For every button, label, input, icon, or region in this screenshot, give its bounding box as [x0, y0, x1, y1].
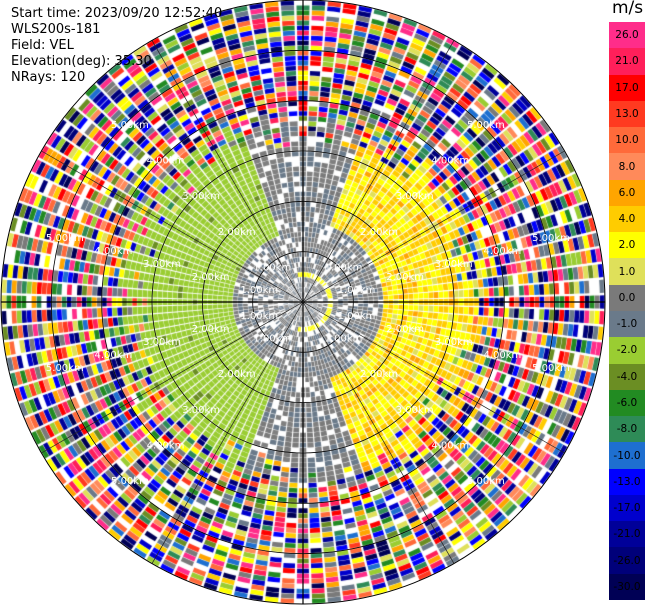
colorbar-segment [609, 232, 645, 259]
colorbar-tick-label: -8.0 [616, 423, 638, 436]
range-ring-label: 5.00km [111, 476, 149, 487]
colorbar-tick-label: 21.0 [615, 55, 639, 68]
colorbar-tick-label: -17.0 [613, 502, 641, 515]
range-ring [50, 49, 556, 555]
range-ring-label: 3.00km [435, 259, 473, 270]
colorbar-segment [609, 258, 645, 286]
range-ring-label: 4.00km [483, 246, 521, 257]
range-ring-label: 5.00km [532, 233, 570, 244]
colorbar-segment [609, 22, 645, 49]
range-ring-label: 1.00km [253, 262, 291, 273]
start-time-text: Start time: 2023/09/20 12:52:40 [11, 6, 223, 21]
range-ring-label: 2.00km [360, 227, 398, 238]
colorbar-tick-label: -13.0 [613, 475, 641, 488]
colorbar-segment [609, 74, 645, 102]
range-ring-label: 5.00km [467, 120, 505, 131]
range-ring [201, 200, 405, 404]
colorbar-tick-label: -26.0 [613, 554, 641, 567]
ppi-plot: 1.00km 1.00km 1.00km 1.00km 1.00km 1.00km 1.00… [0, 0, 607, 607]
range-ring-label: 5.00km [46, 233, 84, 244]
range-ring-label: 3.00km [435, 337, 473, 348]
colorbar-tick-label: -30.0 [613, 580, 641, 593]
colorbar-segment [609, 416, 645, 443]
colorbar-segment [609, 547, 645, 575]
ppi-overlay: 1.00km 1.00km 1.00km 1.00km 1.00km 1.00km 1.00… [0, 0, 606, 605]
colorbar-tick-label: 4.0 [618, 213, 636, 226]
range-ring-label: 4.00km [431, 156, 469, 167]
colorbar-tick-label: 6.0 [618, 186, 636, 199]
colorbar-segment [609, 494, 645, 522]
colorbar-segment [609, 573, 645, 601]
colorbar-segment [609, 337, 645, 365]
range-ring-label: 1.00km [325, 262, 363, 273]
range-ring-label: 4.00km [95, 246, 133, 257]
range-ring-label: 4.00km [147, 156, 185, 167]
range-ring-label: 4.00km [483, 350, 521, 361]
colorbar-tick-label: -1.0 [616, 318, 638, 331]
colorbar-tick-label: 10.0 [615, 134, 639, 147]
range-ring-label: 1.00km [240, 285, 278, 296]
range-ring-label: 4.00km [147, 440, 185, 451]
range-ring-label: 5.00km [532, 363, 570, 374]
range-ring-label: 3.00km [182, 191, 220, 202]
range-ring [252, 251, 354, 353]
colorbar-segment [609, 127, 645, 154]
outer-range-boundary [0, 0, 606, 605]
colorbar-tick-label: 26.0 [615, 29, 639, 42]
range-ring-label: 2.00km [218, 227, 256, 238]
colorbar-unit-label: m/s [612, 0, 644, 18]
range-ring-label: 5.00km [46, 363, 84, 374]
range-ring-label: 2.00km [192, 272, 230, 283]
range-ring [101, 100, 505, 504]
range-ring-label: 3.00km [396, 191, 434, 202]
colorbar-tick-label: 8.0 [618, 160, 636, 173]
colorbar-tick-label: 1.0 [618, 265, 636, 278]
colorbar-segment [609, 179, 645, 207]
colorbar-tick-label: 17.0 [615, 81, 639, 94]
range-ring-label: 3.00km [143, 259, 181, 270]
range-ring [151, 150, 455, 454]
colorbar-segment [609, 48, 645, 76]
range-ring-label: 2.00km [386, 324, 424, 335]
colorbar-segment [609, 311, 645, 338]
range-ring-label: 1.00km [240, 311, 278, 322]
colorbar-segment [609, 521, 645, 548]
colorbar-segment [609, 284, 645, 312]
colorbar-segment [609, 468, 645, 496]
field-name-text: Field: VEL [11, 38, 74, 53]
range-ring-label: 3.00km [143, 337, 181, 348]
elevation-text: Elevation(deg): 35.30 [11, 54, 152, 69]
range-ring-label: 1.00km [253, 334, 291, 345]
colorbar-segment [609, 442, 645, 470]
range-ring-label: 2.00km [360, 369, 398, 380]
colorbar-tick-label: -10.0 [613, 449, 641, 462]
range-ring-label: 1.00km [325, 334, 363, 345]
range-ring-label: 2.00km [386, 272, 424, 283]
colorbar-segment [609, 100, 645, 128]
range-ring-label: 3.00km [396, 405, 434, 416]
nrays-text: NRays: 120 [11, 70, 86, 85]
range-ring-label: 2.00km [218, 369, 256, 380]
plot-info-block: Start time: 2023/09/20 12:52:40 WLS200s-… [11, 6, 222, 86]
colorbar-segment [609, 389, 645, 417]
range-ring-label: 1.00km [338, 311, 376, 322]
range-ring-label: 2.00km [192, 324, 230, 335]
range-ring-label: 5.00km [111, 120, 149, 131]
range-ring-label: 3.00km [182, 405, 220, 416]
range-ring-label: 5.00km [467, 476, 505, 487]
colorbar-tick-label: 0.0 [618, 291, 636, 304]
colorbar-segment [609, 205, 645, 233]
colorbar-tick-label: -6.0 [616, 396, 638, 409]
instrument-name-text: WLS200s-181 [11, 22, 101, 37]
colorbar-tick-label: -2.0 [616, 344, 638, 357]
colorbar-segment [609, 363, 645, 391]
colorbar-tick-label: 2.0 [618, 239, 636, 252]
colorbar-tick-label: 13.0 [615, 107, 639, 120]
range-ring-label: 1.00km [338, 285, 376, 296]
range-ring-label: 4.00km [95, 350, 133, 361]
range-ring-label: 4.00km [431, 440, 469, 451]
colorbar-tick-label: -4.0 [616, 370, 638, 383]
colorbar-tick-label: -21.0 [613, 528, 641, 541]
colorbar-segment [609, 153, 645, 181]
